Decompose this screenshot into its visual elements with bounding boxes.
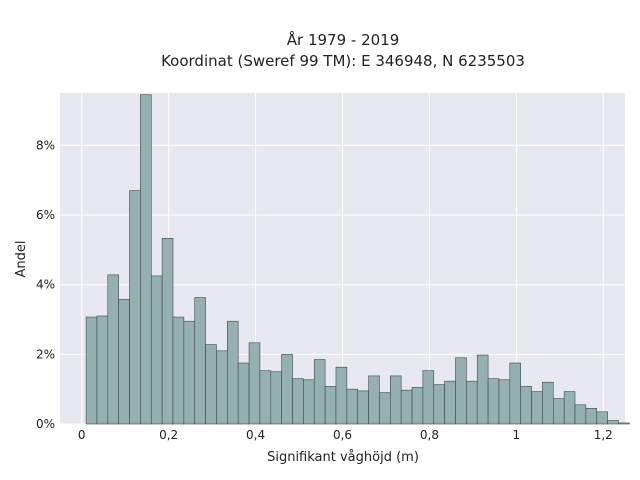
- y-tick-label: 6%: [36, 208, 55, 222]
- histogram-bar: [531, 391, 543, 425]
- histogram-bar: [107, 274, 119, 425]
- histogram-bar: [411, 387, 424, 425]
- x-axis-label: Signifikant våghöjd (m): [267, 450, 419, 465]
- histogram-bar: [422, 370, 435, 425]
- histogram-bar: [346, 388, 359, 425]
- histogram-bar: [368, 375, 380, 425]
- histogram-bars: [85, 94, 630, 425]
- histogram-bar: [390, 375, 402, 425]
- histogram-bar: [216, 350, 228, 425]
- histogram-bar: [205, 344, 217, 425]
- histogram-bar: [140, 94, 152, 425]
- x-tick-label: 0,6: [333, 428, 352, 442]
- histogram-bar: [324, 386, 337, 425]
- x-tick-label: 1: [513, 428, 521, 442]
- histogram-bar: [618, 422, 630, 425]
- y-tick-label: 2%: [36, 347, 55, 361]
- histogram-bar: [96, 315, 109, 425]
- histogram-bar: [118, 298, 130, 425]
- histogram-bar: [542, 381, 554, 425]
- histogram-bar: [183, 320, 196, 425]
- histogram-bar: [129, 190, 141, 425]
- histogram-bar: [161, 237, 174, 425]
- histogram-bar: [444, 380, 456, 425]
- histogram-bar: [520, 386, 532, 425]
- histogram-bar: [357, 390, 369, 425]
- histogram-bar: [379, 392, 391, 425]
- histogram-bar: [563, 391, 576, 425]
- x-tick-label: 0,8: [420, 428, 439, 442]
- histogram-bar: [466, 380, 478, 425]
- y-tick-label: 0%: [36, 417, 55, 431]
- y-tick-label: 4%: [36, 278, 55, 292]
- histogram-bar: [498, 379, 511, 425]
- histogram-bar: [574, 404, 587, 425]
- histogram-bar: [585, 408, 598, 425]
- x-tick-label: 0: [78, 428, 86, 442]
- histogram-bar: [259, 370, 272, 425]
- histogram-bar: [596, 411, 608, 425]
- y-axis-ticks: 0% 2% 4% 6% 8%: [36, 138, 55, 431]
- y-axis-label: Andel: [14, 241, 29, 278]
- histogram-bar: [237, 362, 250, 425]
- histogram-bar: [227, 320, 239, 425]
- histogram-bar: [194, 297, 206, 425]
- histogram-bar: [248, 342, 261, 425]
- histogram-bar: [476, 354, 489, 425]
- histogram-bar: [270, 371, 282, 425]
- histogram-bar: [455, 357, 467, 425]
- histogram-bar: [487, 378, 500, 425]
- chart-title-line1: År 1979 - 2019: [287, 30, 400, 49]
- y-tick-label: 8%: [36, 138, 55, 152]
- histogram-bar: [292, 378, 304, 425]
- x-tick-label: 1,2: [594, 428, 613, 442]
- x-tick-label: 0,2: [159, 428, 178, 442]
- histogram-bar: [335, 366, 348, 425]
- histogram-bar: [509, 362, 521, 425]
- x-axis-ticks: 0 0,2 0,4 0,6 0,8 1 1,2: [78, 428, 613, 442]
- histogram-bar: [607, 420, 619, 425]
- histogram-bar: [552, 398, 565, 425]
- histogram-bar: [433, 384, 445, 425]
- histogram-bar: [313, 359, 326, 425]
- histogram-bar: [150, 275, 163, 425]
- x-tick-label: 0,4: [246, 428, 265, 442]
- histogram-bar: [172, 316, 185, 425]
- histogram-bar: [303, 379, 315, 425]
- chart-title-line2: Koordinat (Sweref 99 TM): E 346948, N 62…: [161, 52, 525, 70]
- histogram-bar: [400, 389, 413, 425]
- histogram-bar: [281, 354, 293, 425]
- histogram-bar: [85, 316, 98, 425]
